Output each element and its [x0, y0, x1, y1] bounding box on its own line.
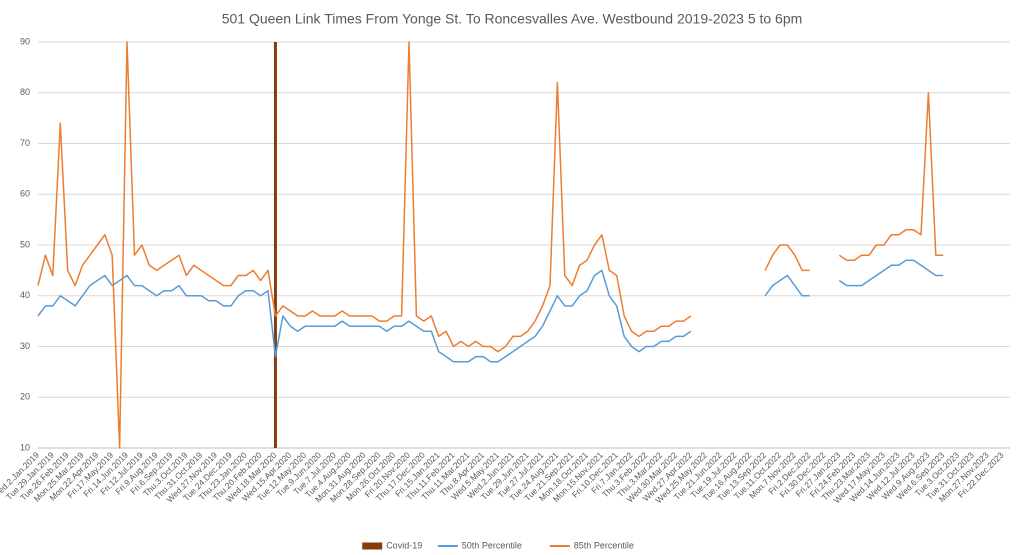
y-tick-label: 50 [20, 239, 30, 249]
y-tick-label: 30 [20, 341, 30, 351]
chart-title: 501 Queen Link Times From Yonge St. To R… [222, 11, 803, 27]
covid-bar [273, 42, 277, 448]
y-tick-label: 60 [20, 189, 30, 199]
legend-label: 85th Percentile [574, 540, 634, 550]
y-tick-label: 10 [20, 442, 30, 452]
legend-swatch [362, 542, 383, 550]
series-line [37, 41, 944, 449]
y-tick-label: 70 [20, 138, 30, 148]
legend-label: 50th Percentile [462, 540, 522, 550]
y-tick-label: 20 [20, 392, 30, 402]
y-tick-label: 80 [20, 87, 30, 97]
legend-label: Covid-19 [386, 540, 422, 550]
y-tick-label: 40 [20, 290, 30, 300]
series-line [37, 259, 944, 363]
y-tick-label: 90 [20, 36, 30, 46]
